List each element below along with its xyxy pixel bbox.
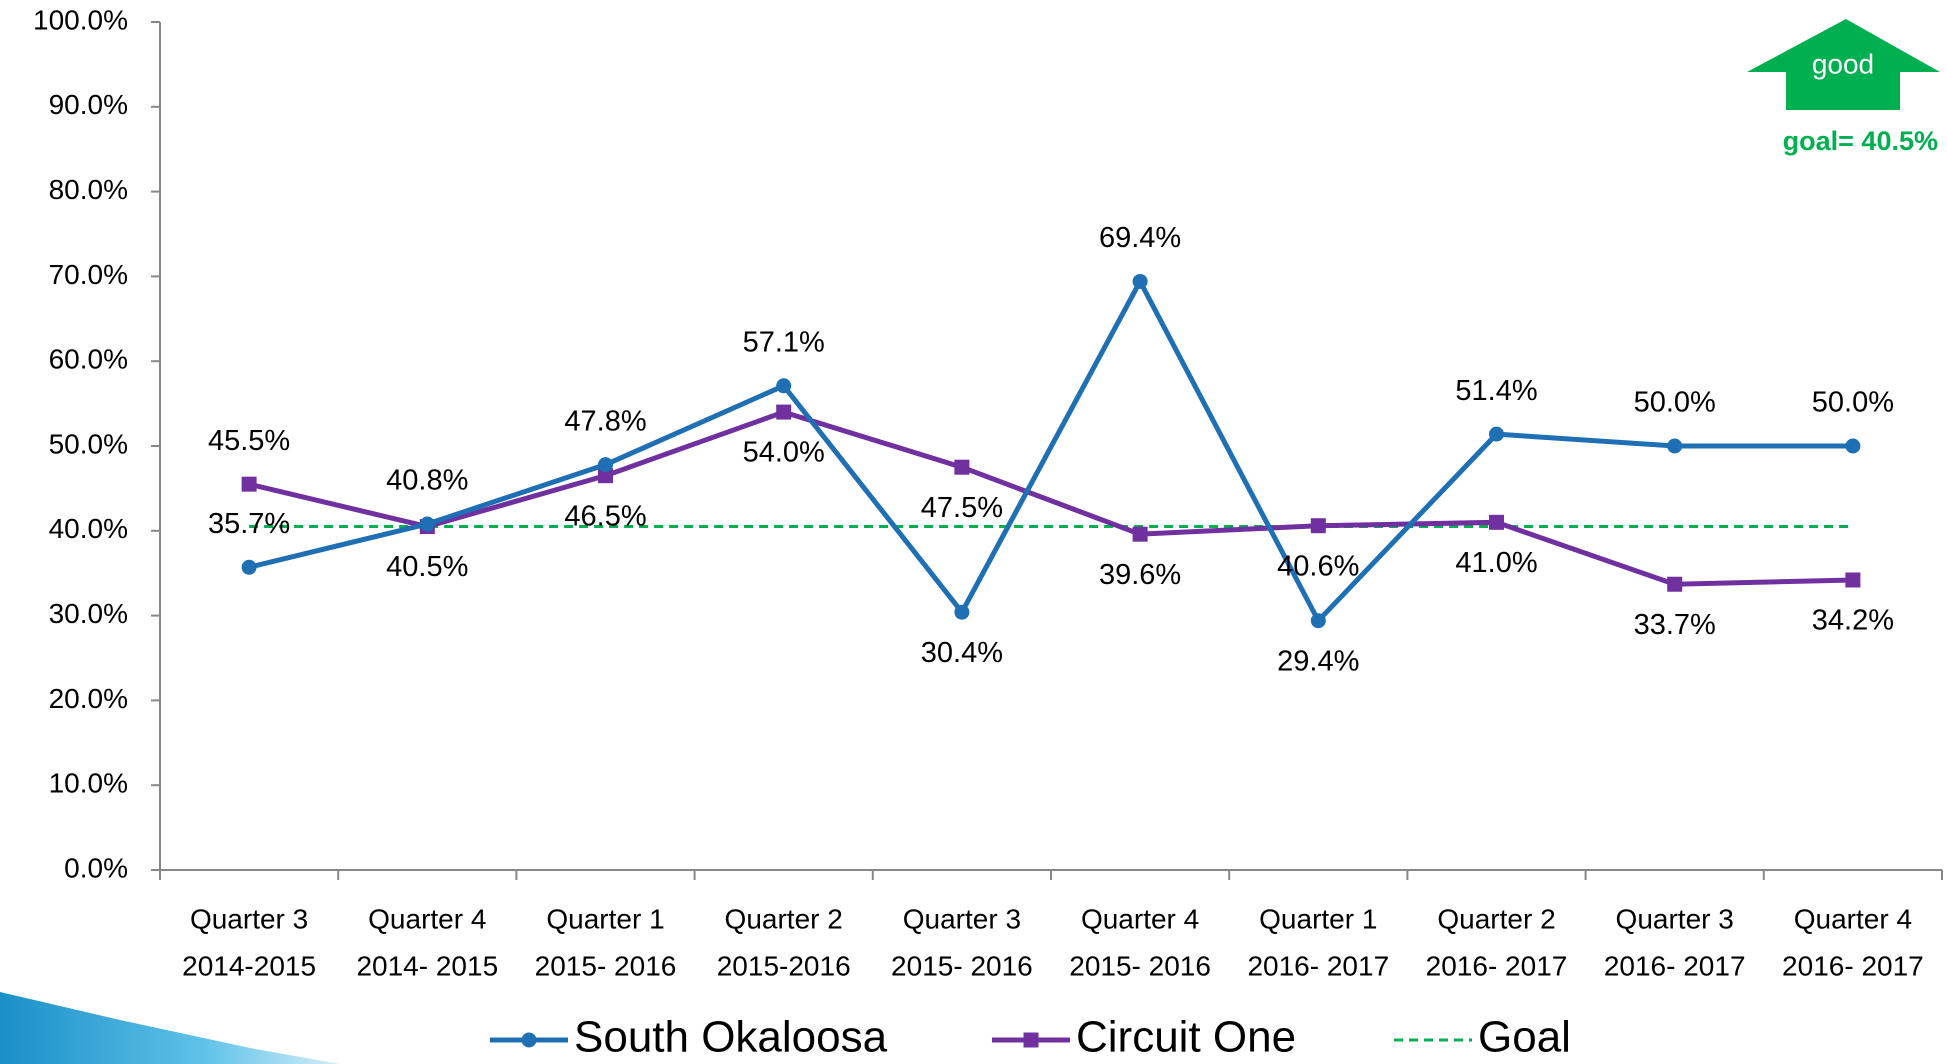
point: [954, 460, 969, 475]
x-tick-label: 2016- 2017: [1247, 950, 1389, 981]
point: [1133, 274, 1148, 289]
x-tick-label: 2015- 2016: [1069, 950, 1211, 981]
x-tick-label: Quarter 3: [190, 903, 308, 934]
data-label: 45.5%: [208, 425, 290, 457]
arrow-label: good: [1812, 48, 1874, 79]
y-tick-label: 60.0%: [49, 344, 128, 375]
data-label: 39.6%: [1099, 559, 1181, 591]
data-label: 35.7%: [208, 508, 290, 540]
point: [242, 560, 257, 575]
data-label: 34.2%: [1812, 605, 1894, 637]
x-tick-label: 2014-2015: [182, 950, 316, 981]
data-label: 30.4%: [921, 637, 1003, 669]
data-label: 46.5%: [564, 500, 646, 532]
x-tick-label: Quarter 3: [903, 903, 1021, 934]
point: [1667, 577, 1682, 592]
point: [1667, 439, 1682, 454]
legend-label: Goal: [1478, 1013, 1571, 1062]
data-label: 40.5%: [386, 551, 468, 583]
series-line: [249, 281, 1853, 620]
x-tick-label: Quarter 1: [546, 903, 664, 934]
point: [1311, 518, 1326, 533]
point: [1311, 613, 1326, 628]
corner-decoration: [0, 992, 340, 1064]
data-label: 57.1%: [743, 326, 825, 358]
point: [954, 605, 969, 620]
x-tick-label: Quarter 2: [1437, 903, 1555, 934]
goal-annotation: goal= 40.5%: [1783, 126, 1938, 156]
y-tick-label: 10.0%: [49, 768, 128, 799]
data-label: 50.0%: [1812, 387, 1894, 419]
y-tick-label: 100.0%: [33, 4, 128, 35]
data-label: 29.4%: [1277, 645, 1359, 677]
legend-marker: [1024, 1033, 1039, 1048]
x-tick-label: 2015- 2016: [891, 950, 1033, 981]
page: {"chart_data": { "type": "line", "catego…: [0, 0, 1947, 1064]
data-label: 54.0%: [743, 437, 825, 469]
series-line: [249, 412, 1853, 584]
y-tick-label: 40.0%: [49, 513, 128, 544]
x-tick-label: 2014- 2015: [356, 950, 498, 981]
point: [776, 405, 791, 420]
data-label: 47.8%: [564, 405, 646, 437]
y-tick-label: 70.0%: [49, 259, 128, 290]
point: [420, 517, 435, 532]
x-tick-label: 2016- 2017: [1604, 950, 1746, 981]
x-tick-label: Quarter 2: [725, 903, 843, 934]
point: [598, 457, 613, 472]
data-label: 50.0%: [1634, 387, 1716, 419]
point: [1489, 427, 1504, 442]
chart: good goal= 40.5% 0.0% 10.0% 20.0% 30.0% 40.0…: [0, 0, 1947, 1064]
x-tick-label: 2015- 2016: [535, 950, 677, 981]
data-label: 51.4%: [1455, 375, 1537, 407]
point: [1489, 515, 1504, 530]
y-tick-label: 30.0%: [49, 598, 128, 629]
data-label: 33.7%: [1634, 609, 1716, 641]
x-tick-label: Quarter 4: [1794, 903, 1912, 934]
y-tick-label: 0.0%: [64, 852, 128, 883]
data-label: 47.5%: [921, 492, 1003, 524]
y-tick-label: 50.0%: [49, 428, 128, 459]
x-tick-label: Quarter 4: [1081, 903, 1199, 934]
x-tick-label: 2015-2016: [717, 950, 851, 981]
y-tick-label: 20.0%: [49, 683, 128, 714]
data-label: 69.4%: [1099, 222, 1181, 254]
data-label: 40.6%: [1277, 550, 1359, 582]
point: [1133, 527, 1148, 542]
legend-label: Circuit One: [1076, 1013, 1296, 1062]
y-tick-label: 80.0%: [49, 174, 128, 205]
x-tick-label: Quarter 4: [368, 903, 486, 934]
point: [1845, 572, 1860, 587]
point: [242, 477, 257, 492]
x-tick-label: Quarter 3: [1616, 903, 1734, 934]
data-label: 41.0%: [1455, 547, 1537, 579]
point: [1845, 439, 1860, 454]
x-tick-label: 2016- 2017: [1782, 950, 1924, 981]
legend-marker: [522, 1033, 537, 1048]
y-tick-label: 90.0%: [49, 89, 128, 120]
legend-label: South Okaloosa: [574, 1013, 888, 1062]
x-tick-label: Quarter 1: [1259, 903, 1377, 934]
point: [776, 378, 791, 393]
x-tick-label: 2016- 2017: [1426, 950, 1568, 981]
data-label: 40.8%: [386, 465, 468, 497]
